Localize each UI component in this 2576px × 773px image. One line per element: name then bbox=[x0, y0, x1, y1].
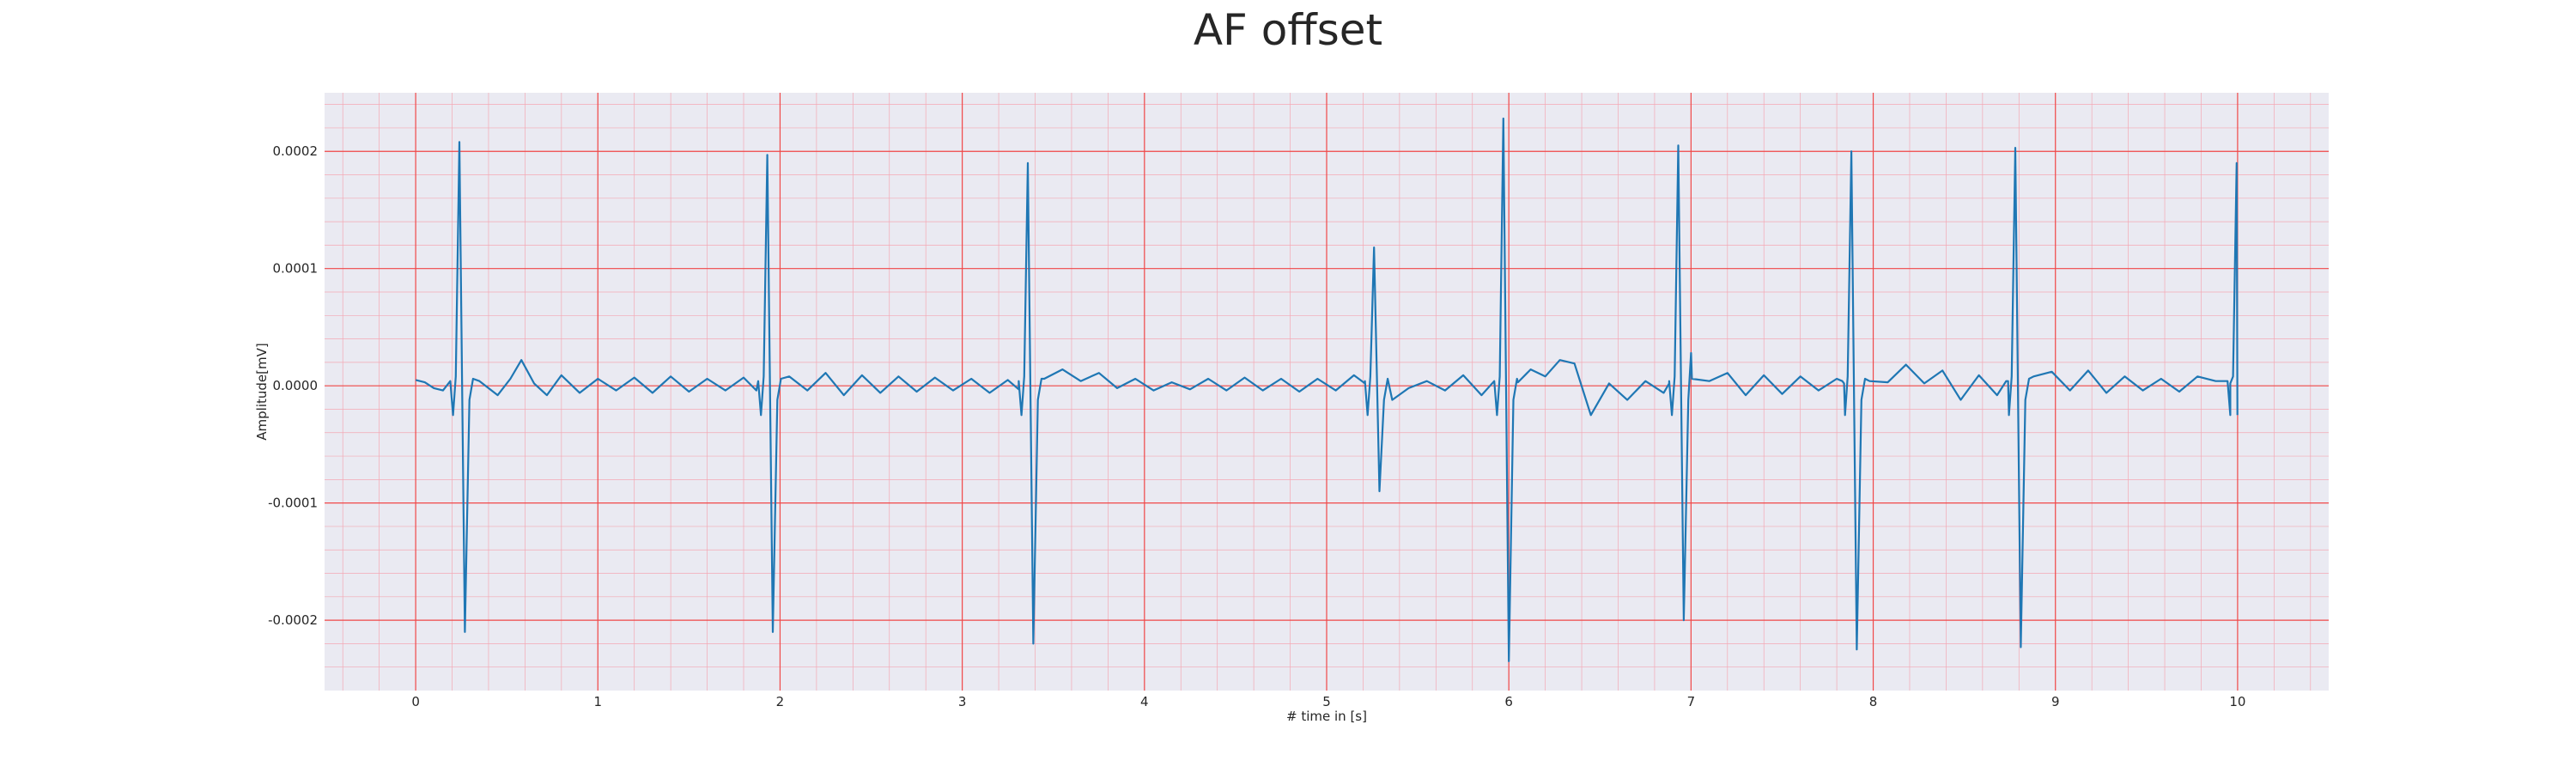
x-tick-label: 8 bbox=[1869, 694, 1878, 709]
y-tick-label: 0.0002 bbox=[273, 143, 319, 159]
x-tick-label: 6 bbox=[1504, 694, 1513, 709]
y-tick-labels: 0.0002 0.0001 0.0000 -0.0001 -0.0002 bbox=[268, 143, 318, 628]
x-tick-label: 4 bbox=[1140, 694, 1149, 709]
y-axis-label: Amplitude[mV] bbox=[254, 343, 270, 440]
x-tick-label: 3 bbox=[958, 694, 967, 709]
x-tick-label: 0 bbox=[411, 694, 420, 709]
x-tick-label: 2 bbox=[776, 694, 785, 709]
y-tick-label: -0.0002 bbox=[268, 612, 318, 628]
y-tick-label: -0.0001 bbox=[268, 496, 318, 511]
x-tick-label: 10 bbox=[2229, 694, 2245, 709]
x-tick-label: 5 bbox=[1322, 694, 1331, 709]
x-tick-labels: 0 1 2 3 4 5 6 7 8 9 10 bbox=[411, 694, 2245, 709]
ecg-signal-line bbox=[415, 117, 2239, 662]
x-tick-label: 7 bbox=[1687, 694, 1696, 709]
x-tick-label: 1 bbox=[593, 694, 602, 709]
chart-title: AF offset bbox=[1194, 5, 1382, 55]
x-tick-label: 9 bbox=[2051, 694, 2060, 709]
y-tick-label: 0.0001 bbox=[273, 261, 319, 277]
y-tick-label: 0.0000 bbox=[273, 378, 319, 393]
x-axis-label: # time in [s] bbox=[1286, 709, 1367, 724]
major-grid bbox=[325, 93, 2329, 691]
